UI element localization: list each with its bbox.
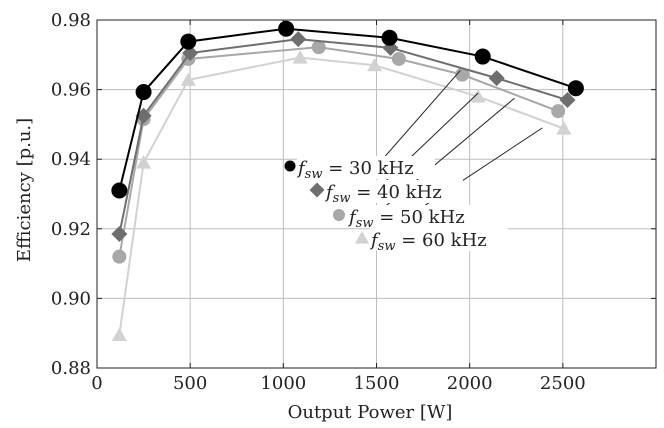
y-tick-label: 0.96 [51,80,91,101]
data-point [556,121,572,135]
data-point [455,67,470,82]
series-group [111,20,584,341]
legend-entry-1: fsw = 30 kHz [284,156,435,182]
x-tick-label: 2500 [540,373,586,394]
data-point [311,40,326,55]
data-point [111,226,128,243]
legend-marker [355,231,369,244]
x-tick-label: 2000 [447,373,493,394]
legend-label: fsw = 50 kHz [347,207,465,231]
legend-label-bg [297,156,435,179]
data-point [470,89,486,103]
x-tick-label: 1000 [260,373,306,394]
legend-label-bg [325,180,463,203]
legend-entry-4: fsw = 60 kHz [355,228,508,254]
legend-marker [284,160,296,172]
legend-label: fsw = 60 kHz [369,230,487,254]
x-tick-label: 1500 [354,373,400,394]
legend-entry-3: fsw = 50 kHz [333,205,486,231]
data-point [180,72,196,86]
data-point [111,327,127,341]
data-point [367,57,383,72]
data-point [488,70,505,87]
data-point [112,249,127,264]
y-tick-label: 0.94 [51,149,91,170]
legend-marker [309,182,325,198]
series-1 [111,20,584,199]
data-point [290,31,307,48]
y-tick-label: 0.90 [51,288,91,309]
data-point [474,48,491,65]
data-point [292,50,308,64]
legend-label: fsw = 30 kHz [296,158,414,182]
data-point [567,80,584,97]
x-axis-label: Output Power [W] [288,402,453,423]
y-tick-label: 0.98 [51,10,91,31]
legend-label-bg [370,228,508,251]
data-point [180,33,197,50]
data-point [551,104,566,119]
y-tick-label: 0.92 [51,219,91,240]
data-point [278,20,295,37]
legend-entry-2: fsw = 40 kHz [309,180,463,206]
series-4 [111,50,572,341]
data-point [381,29,398,46]
x-tick-label: 0 [91,373,102,394]
data-point [559,92,576,109]
annotation-line [376,70,461,167]
axes: 0 500 1000 1500 2000 2500 0.88 0.90 0.92 0.94 0.96… [51,10,657,394]
data-point [391,51,406,66]
data-point [135,84,152,101]
legend-label-bg [348,205,486,228]
y-tick-label: 0.88 [51,358,91,379]
data-point [136,155,152,169]
x-tick-label: 500 [173,373,207,394]
legend-marker [333,209,345,221]
data-point [111,182,128,199]
y-axis-label: Efficiency [p.u.] [14,118,35,262]
